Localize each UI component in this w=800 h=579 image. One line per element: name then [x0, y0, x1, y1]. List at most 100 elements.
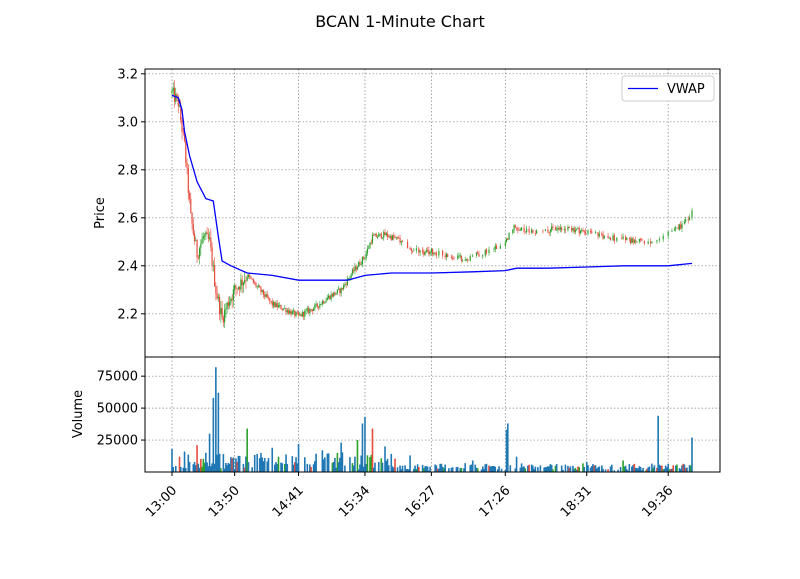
volume-bar [231, 458, 233, 472]
candle-body [464, 259, 466, 261]
candle-body [250, 276, 252, 279]
candle-body [460, 255, 463, 261]
volume-bar [676, 464, 678, 472]
candle-body [505, 238, 508, 243]
candle-body [536, 230, 538, 234]
volume-bar [336, 452, 339, 472]
x-tick-label: 15:34 [336, 483, 373, 520]
volume-bar [686, 467, 688, 472]
volume-bar [394, 458, 396, 472]
volume-bar [233, 469, 236, 472]
chart-title: BCAN 1-Minute Chart [315, 12, 485, 31]
volume-bar [387, 465, 390, 472]
volume-bar [658, 464, 661, 472]
candle-body [193, 233, 196, 242]
candle-body [297, 312, 300, 316]
candle-body [583, 230, 585, 232]
volume-bar [207, 466, 210, 472]
candle-body [400, 240, 402, 243]
volume-bar [360, 455, 363, 472]
candle-body [389, 235, 391, 238]
price-y-axis: 2.2 2.4 2.6 2.8 3.0 3.2 [117, 67, 145, 322]
volume-bar [493, 466, 495, 472]
volume-bar [179, 466, 182, 472]
volume-bar [364, 417, 366, 472]
candle-body [333, 292, 335, 297]
candle-body [388, 236, 390, 238]
candle-body [267, 297, 270, 299]
candle-body [240, 279, 242, 290]
volume-bar [530, 464, 533, 472]
candle-body [519, 230, 521, 231]
volume-bar [429, 466, 431, 472]
candle-body [691, 210, 693, 218]
candle-body [265, 294, 267, 297]
volume-bar [201, 466, 203, 472]
candle-body [375, 233, 377, 238]
volume-bar [414, 465, 416, 472]
candle-body [176, 94, 178, 97]
candle-body [399, 238, 401, 243]
candle-body [376, 236, 379, 238]
volume-bar [362, 466, 365, 472]
volume-bar [306, 463, 309, 472]
volume-bar [661, 465, 663, 472]
candle-body [212, 265, 214, 267]
candle-body [191, 212, 193, 224]
candle-body [220, 308, 222, 315]
candle-body [572, 228, 574, 231]
candle-body [678, 224, 681, 230]
volume-bar [225, 462, 227, 472]
volume-bar [646, 468, 648, 472]
volume-bar [574, 467, 577, 472]
candle-body [359, 262, 361, 265]
candle-body [531, 230, 533, 233]
volume-bar [258, 458, 261, 472]
volume-bar [391, 466, 394, 472]
candle-body [633, 240, 635, 243]
candle-body [651, 241, 653, 244]
volume-bar [218, 453, 221, 472]
candle-body [215, 286, 217, 294]
candle-body [591, 231, 593, 234]
candle-body [360, 263, 362, 265]
candle-body [647, 241, 649, 244]
candle-body [264, 294, 266, 297]
volume-bar [636, 468, 638, 472]
candle-body [245, 280, 247, 282]
candle-body [574, 230, 577, 232]
candle-body [517, 228, 519, 231]
volume-bar [488, 465, 490, 472]
volume-bar [450, 467, 453, 472]
candle-body [683, 221, 686, 224]
candle-body [534, 233, 536, 234]
volume-bar [415, 469, 418, 472]
volume-bar [344, 465, 346, 472]
volume-bar [480, 469, 483, 472]
candle-body [252, 279, 255, 283]
candle-body [512, 229, 514, 234]
candle-body [241, 279, 243, 286]
candle-body [688, 217, 691, 221]
candle-body [300, 314, 302, 317]
volume-bar [448, 468, 450, 472]
volume-bar [634, 467, 637, 472]
volume-bar [178, 456, 181, 472]
volume-bar [401, 465, 404, 472]
volume-bar [227, 462, 230, 472]
volume-bar [222, 454, 225, 472]
volume-bar [688, 465, 691, 472]
volume-bar [527, 465, 529, 472]
volume-y-tick-label: 25000 [97, 434, 138, 449]
candle-body [364, 257, 366, 259]
candle-body [564, 229, 567, 231]
volume-bar [594, 465, 597, 472]
volume-bar [359, 464, 361, 472]
volume-bar [195, 465, 197, 472]
volume-bar [188, 461, 191, 472]
candle-body [465, 259, 468, 261]
volume-bar [627, 470, 629, 472]
candle-body [622, 236, 624, 239]
volume-bar [577, 466, 579, 472]
candle-body [269, 298, 271, 301]
